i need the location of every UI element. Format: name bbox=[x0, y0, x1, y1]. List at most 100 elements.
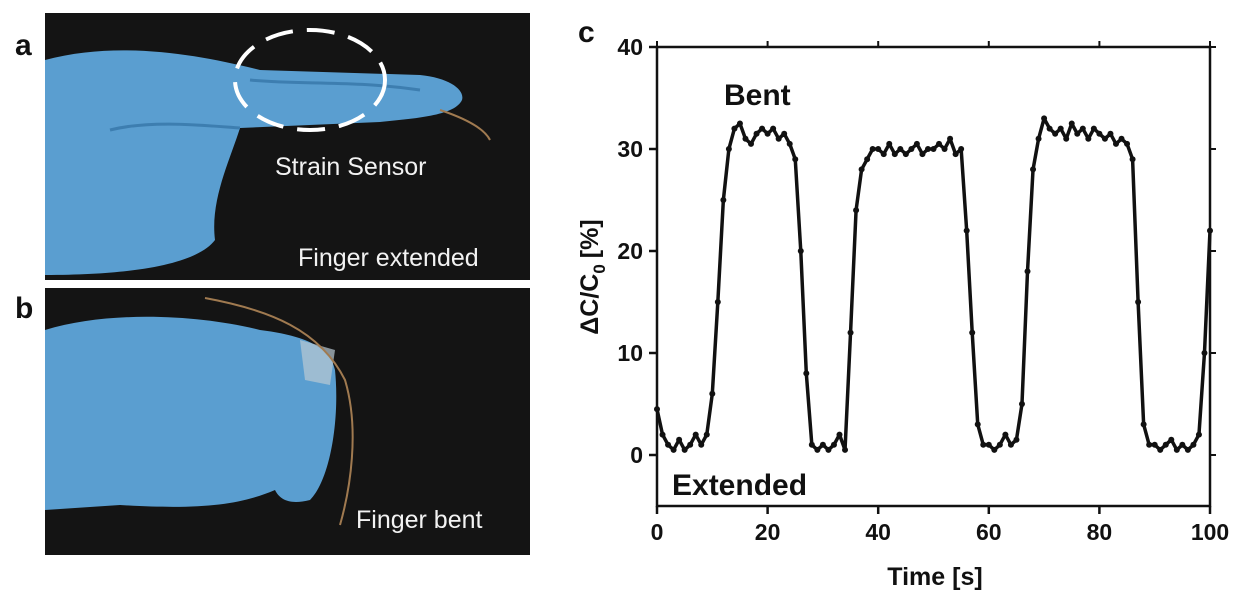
data-point bbox=[797, 248, 804, 254]
data-point bbox=[803, 370, 810, 377]
annotation: Bent bbox=[724, 79, 791, 112]
data-point bbox=[1101, 135, 1108, 142]
y-label-main: ΔC/C bbox=[576, 274, 604, 335]
data-point bbox=[742, 135, 749, 142]
y-label-unit: [%] bbox=[576, 219, 604, 258]
data-point bbox=[1035, 135, 1042, 142]
data-point bbox=[924, 146, 931, 152]
data-point bbox=[958, 146, 965, 152]
data-point bbox=[980, 441, 987, 448]
data-point bbox=[759, 125, 766, 132]
data-point bbox=[819, 441, 826, 448]
data-point bbox=[1173, 446, 1180, 453]
data-point bbox=[687, 441, 694, 448]
data-point bbox=[731, 125, 738, 132]
data-point bbox=[770, 125, 777, 132]
y-tick-label: 30 bbox=[617, 136, 643, 162]
x-tick-label: 0 bbox=[651, 519, 664, 545]
data-point bbox=[886, 140, 893, 147]
data-point bbox=[1002, 431, 1009, 438]
data-point bbox=[1068, 120, 1075, 127]
data-point bbox=[714, 299, 721, 305]
data-point bbox=[1124, 140, 1131, 147]
data-point bbox=[936, 140, 943, 147]
data-point bbox=[1195, 431, 1202, 438]
data-point bbox=[930, 146, 937, 152]
data-point bbox=[969, 329, 976, 336]
data-point bbox=[1018, 401, 1025, 407]
data-point bbox=[1079, 125, 1086, 132]
data-point bbox=[952, 151, 959, 158]
data-line bbox=[655, 116, 1212, 452]
data-point bbox=[1146, 441, 1153, 448]
data-point bbox=[1190, 441, 1197, 448]
data-point bbox=[985, 441, 992, 448]
y-tick-label: 0 bbox=[630, 442, 643, 468]
data-point bbox=[991, 446, 998, 453]
data-point bbox=[830, 441, 837, 448]
data-point bbox=[880, 151, 887, 158]
data-point bbox=[681, 446, 688, 453]
data-point bbox=[1057, 125, 1064, 132]
data-point bbox=[703, 431, 710, 438]
data-point bbox=[1030, 166, 1037, 173]
y-label-sub: 0 bbox=[590, 264, 609, 273]
x-tick-label: 40 bbox=[865, 519, 891, 545]
data-point bbox=[858, 166, 865, 173]
data-point bbox=[1063, 135, 1070, 142]
data-point bbox=[1007, 441, 1014, 448]
data-point bbox=[963, 227, 970, 234]
x-tick-label: 100 bbox=[1191, 519, 1229, 545]
data-point bbox=[1096, 130, 1103, 137]
data-point bbox=[1179, 441, 1186, 448]
data-point bbox=[1046, 125, 1053, 132]
data-point bbox=[1157, 446, 1164, 453]
data-point bbox=[842, 446, 849, 453]
data-point bbox=[869, 146, 876, 152]
data-point bbox=[736, 120, 743, 127]
x-tick-label: 60 bbox=[976, 519, 1002, 545]
panel-label: c bbox=[578, 16, 595, 49]
data-point bbox=[1074, 130, 1081, 137]
photo-bent bbox=[45, 288, 530, 555]
data-point bbox=[1090, 125, 1097, 132]
data-point bbox=[996, 441, 1003, 448]
x-tick-label: 80 bbox=[1087, 519, 1113, 545]
data-point bbox=[902, 151, 909, 158]
caption: Strain Sensor bbox=[275, 153, 426, 181]
data-point bbox=[786, 140, 793, 147]
data-point bbox=[1151, 441, 1158, 448]
data-point bbox=[875, 146, 882, 152]
y-axis-label: ΔC/C0 [%] bbox=[576, 219, 609, 334]
data-point bbox=[897, 146, 904, 152]
x-axis-label: Time [s] bbox=[887, 563, 982, 591]
y-tick-label: 10 bbox=[617, 340, 643, 366]
data-point bbox=[974, 421, 981, 428]
data-point bbox=[941, 146, 948, 152]
data-point bbox=[698, 441, 705, 448]
data-point bbox=[1184, 446, 1191, 453]
data-point bbox=[1112, 140, 1119, 147]
data-point bbox=[864, 156, 871, 163]
data-point bbox=[764, 130, 771, 137]
panel-label: a bbox=[15, 29, 32, 62]
data-point bbox=[1168, 436, 1175, 443]
data-point bbox=[781, 130, 788, 137]
data-point bbox=[913, 140, 920, 147]
data-point bbox=[709, 390, 716, 397]
caption: Finger bent bbox=[356, 506, 483, 534]
data-point bbox=[1118, 135, 1125, 142]
data-point bbox=[891, 151, 898, 158]
data-point bbox=[908, 146, 915, 152]
data-point bbox=[847, 329, 854, 336]
data-point bbox=[947, 135, 954, 142]
data-point bbox=[676, 436, 683, 443]
panel-label: b bbox=[15, 292, 33, 325]
y-tick-label: 20 bbox=[617, 238, 643, 264]
data-point bbox=[670, 446, 677, 453]
data-point bbox=[654, 406, 660, 413]
data-point bbox=[1162, 441, 1169, 448]
data-point bbox=[1129, 156, 1136, 163]
